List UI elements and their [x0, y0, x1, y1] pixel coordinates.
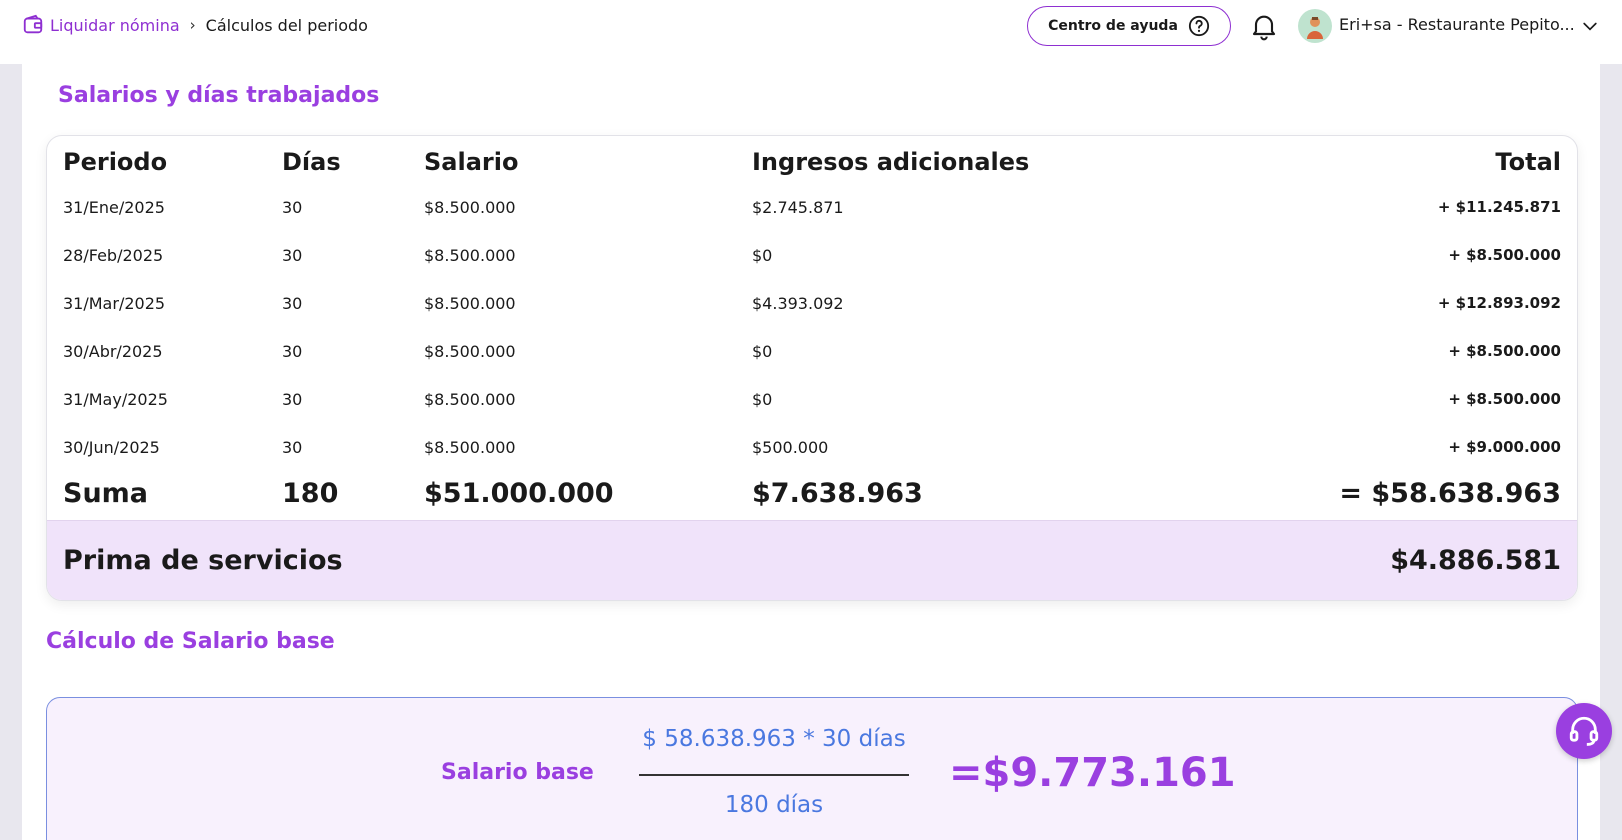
breadcrumb: Liquidar nómina › Cálculos del periodo — [22, 14, 368, 36]
cell-extra-income: $0 — [752, 342, 773, 361]
cell-total: + $8.500.000 — [1448, 390, 1561, 408]
headset-icon — [1569, 716, 1599, 746]
sum-extra-income: $7.638.963 — [752, 478, 923, 509]
formula-numerator: $ 58.638.963 * 30 días — [642, 726, 906, 752]
table-header: Periodo Días Salario Ingresos adicionale… — [47, 148, 1577, 184]
cell-salary: $8.500.000 — [424, 246, 516, 265]
column-header-extra-income: Ingresos adicionales — [752, 148, 1030, 176]
cell-salary: $8.500.000 — [424, 198, 516, 217]
main-panel: Salarios y días trabajados Periodo Días … — [22, 64, 1600, 840]
cell-extra-income: $4.393.092 — [752, 294, 844, 313]
cell-total: + $12.893.092 — [1437, 294, 1561, 312]
cell-days: 30 — [282, 390, 303, 409]
table-row: 31/Ene/2025 30 $8.500.000 $2.745.871 + $… — [47, 198, 1577, 228]
base-salary-section-title: Cálculo de Salario base — [46, 629, 335, 654]
wallet-icon — [23, 14, 43, 34]
cell-period: 28/Feb/2025 — [63, 246, 164, 265]
salaries-table-card: Periodo Días Salario Ingresos adicionale… — [46, 135, 1578, 601]
top-bar: Liquidar nómina › Cálculos del periodo C… — [0, 0, 1622, 64]
cell-salary: $8.500.000 — [424, 294, 516, 313]
base-salary-result: =$9.773.161 — [949, 750, 1236, 796]
cell-days: 30 — [282, 294, 303, 313]
sum-row: Suma 180 $51.000.000 $7.638.963 = $58.63… — [47, 478, 1577, 518]
account-name[interactable]: Eri+sa - Restaurante Pepito... — [1339, 15, 1575, 34]
table-row: 28/Feb/2025 30 $8.500.000 $0 + $8.500.00… — [47, 246, 1577, 276]
prima-label: Prima de servicios — [63, 545, 343, 576]
prima-row: Prima de servicios $4.886.581 — [47, 520, 1577, 600]
support-chat-button[interactable] — [1556, 703, 1612, 759]
sum-salary: $51.000.000 — [424, 478, 614, 509]
column-header-period: Periodo — [63, 148, 168, 176]
cell-days: 30 — [282, 246, 303, 265]
cell-extra-income: $2.745.871 — [752, 198, 844, 217]
column-header-days: Días — [282, 148, 341, 176]
cell-period: 30/Jun/2025 — [63, 438, 160, 457]
cell-total: + $9.000.000 — [1448, 438, 1561, 456]
table-row: 31/Mar/2025 30 $8.500.000 $4.393.092 + $… — [47, 294, 1577, 324]
question-circle-icon — [1188, 15, 1209, 37]
cell-extra-income: $0 — [752, 246, 773, 265]
column-header-salary: Salario — [424, 148, 519, 176]
cell-total: + $8.500.000 — [1448, 246, 1561, 264]
table-row: 31/May/2025 30 $8.500.000 $0 + $8.500.00… — [47, 390, 1577, 420]
avatar[interactable] — [1298, 9, 1332, 43]
breadcrumb-link-liquidar-nomina[interactable]: Liquidar nómina — [50, 15, 180, 35]
help-center-label: Centro de ayuda — [1048, 18, 1178, 34]
fraction-line — [639, 774, 909, 776]
cell-period: 31/May/2025 — [63, 390, 168, 409]
sum-days: 180 — [282, 478, 339, 509]
cell-total: + $11.245.871 — [1437, 198, 1561, 216]
cell-salary: $8.500.000 — [424, 390, 516, 409]
formula-denominator: 180 días — [724, 792, 824, 818]
cell-days: 30 — [282, 198, 303, 217]
help-center-button[interactable]: Centro de ayuda — [1027, 6, 1231, 46]
prima-value: $4.886.581 — [1390, 545, 1561, 576]
cell-total: + $8.500.000 — [1448, 342, 1561, 360]
cell-days: 30 — [282, 438, 303, 457]
bell-icon[interactable] — [1248, 10, 1280, 42]
cell-salary: $8.500.000 — [424, 438, 516, 457]
salaries-section-title: Salarios y días trabajados — [58, 83, 380, 108]
cell-period: 30/Abr/2025 — [63, 342, 163, 361]
column-header-total: Total — [1495, 148, 1561, 176]
cell-period: 31/Ene/2025 — [63, 198, 165, 217]
base-salary-formula-box: Salario base $ 58.638.963 * 30 días 180 … — [46, 697, 1578, 840]
chevron-down-icon[interactable] — [1580, 16, 1600, 36]
table-row: 30/Jun/2025 30 $8.500.000 $500.000 + $9.… — [47, 438, 1577, 468]
cell-extra-income: $500.000 — [752, 438, 829, 457]
breadcrumb-current: Cálculos del periodo — [205, 15, 368, 35]
cell-period: 31/Mar/2025 — [63, 294, 166, 313]
cell-extra-income: $0 — [752, 390, 773, 409]
cell-salary: $8.500.000 — [424, 342, 516, 361]
breadcrumb-separator: › — [189, 16, 196, 34]
sum-total: = $58.638.963 — [1339, 478, 1561, 509]
base-salary-label: Salario base — [441, 760, 594, 785]
sum-label: Suma — [63, 478, 149, 509]
table-row: 30/Abr/2025 30 $8.500.000 $0 + $8.500.00… — [47, 342, 1577, 372]
cell-days: 30 — [282, 342, 303, 361]
